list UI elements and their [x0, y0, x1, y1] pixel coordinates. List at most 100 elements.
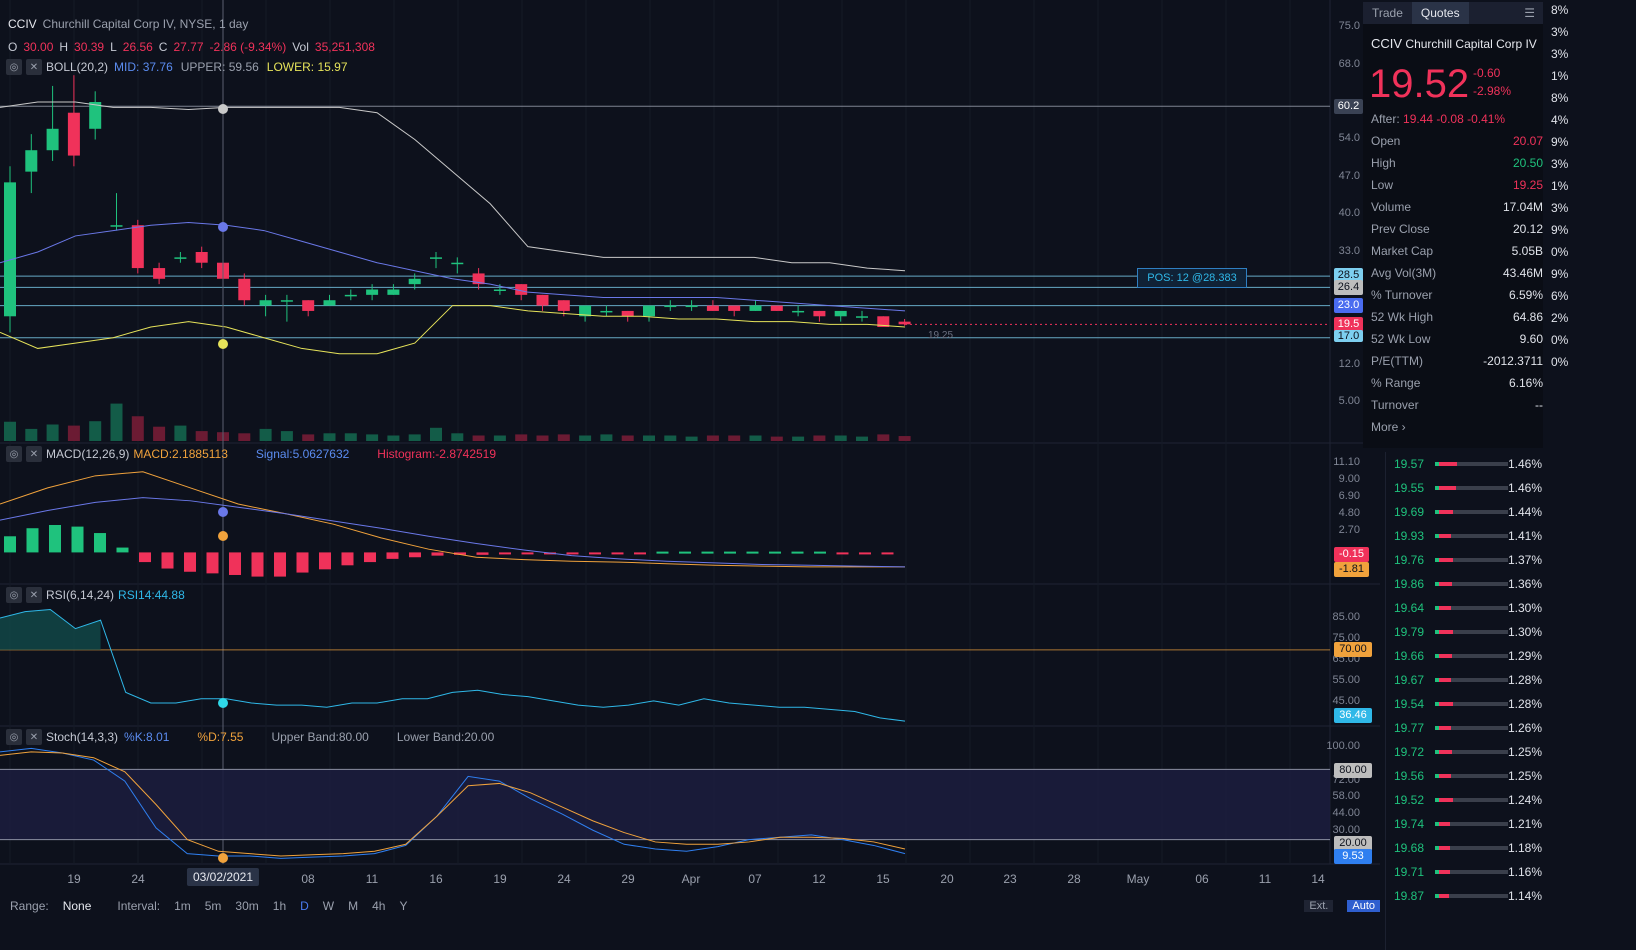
candle-body	[153, 268, 166, 279]
book-bar-fill	[1435, 774, 1452, 778]
volume-bar	[856, 436, 868, 441]
price-tick: 40.0	[1338, 207, 1360, 219]
book-price: 19.93	[1394, 529, 1425, 543]
book-bar-start	[1435, 822, 1440, 826]
price-change: -0.60	[1473, 66, 1501, 80]
settings-icon[interactable]: ◎	[6, 729, 22, 745]
tab-quotes[interactable]: Quotes	[1411, 2, 1469, 24]
book-percent: 1.30%	[1507, 601, 1542, 615]
edge-percent: 3%	[1551, 47, 1569, 61]
interval-1h[interactable]: 1h	[272, 899, 287, 913]
auto-button[interactable]: Auto	[1347, 900, 1380, 912]
quote-value: 6.16%	[1508, 376, 1543, 390]
last-price-tag: 19.5	[1334, 317, 1363, 332]
price-tag: 23.0	[1334, 298, 1363, 313]
book-bar-fill	[1435, 630, 1453, 634]
interval-1m[interactable]: 1m	[174, 899, 191, 913]
close-icon[interactable]: ✕	[26, 59, 42, 75]
macd-hist-tag: -0.15	[1334, 547, 1369, 562]
stoch-80-tag: 80.00	[1334, 763, 1372, 778]
close-icon[interactable]: ✕	[26, 587, 42, 603]
quote-key: 52 Wk Low	[1371, 332, 1431, 346]
low-value: 26.56	[122, 40, 153, 54]
book-price: 19.64	[1394, 601, 1425, 615]
stoch-tick: 30.00	[1332, 824, 1360, 836]
quote-value: 5.05B	[1511, 244, 1543, 258]
book-bar-start	[1435, 774, 1440, 778]
close-icon[interactable]: ✕	[26, 729, 42, 745]
volume-bar	[131, 416, 144, 441]
book-bar	[1435, 582, 1508, 586]
volume-bar	[430, 427, 442, 441]
bottom-toolbar: Range: None Interval: 1m 5m 30m 1h D W M…	[0, 898, 1380, 914]
rsi-70-tag: 70.00	[1334, 642, 1372, 657]
macd-histogram-bar	[49, 524, 61, 553]
book-percent: 1.46%	[1507, 481, 1542, 495]
chart-canvas[interactable]	[0, 0, 1380, 898]
interval-w[interactable]: W	[322, 899, 335, 913]
range-select[interactable]: None	[62, 899, 92, 913]
book-bar-fill	[1435, 750, 1452, 754]
book-bar-start	[1435, 534, 1440, 538]
edge-percent: 3%	[1551, 25, 1569, 39]
symbol-label: CCIV	[8, 17, 37, 31]
ext-button[interactable]: Ext.	[1304, 900, 1334, 912]
candle-body	[770, 305, 783, 311]
interval-4h[interactable]: 4h	[372, 899, 386, 913]
book-percent: 1.30%	[1507, 625, 1542, 639]
macd-histogram-bar	[296, 552, 309, 573]
macd-histogram-bar	[724, 551, 736, 554]
macd-histogram-bar	[746, 551, 759, 554]
settings-icon[interactable]: ◎	[6, 59, 22, 75]
more-link[interactable]: More ›	[1371, 420, 1406, 434]
interval-30m[interactable]: 30m	[235, 899, 259, 913]
tab-trade[interactable]: Trade	[1372, 6, 1403, 20]
stoch-band-fill	[0, 769, 1330, 840]
book-percent: 1.25%	[1507, 769, 1542, 783]
settings-icon[interactable]: ◎	[6, 446, 22, 462]
macd-histogram: Histogram:-2.8742519	[377, 447, 497, 461]
price-tag: 28.5	[1334, 268, 1363, 283]
volume-bar	[813, 435, 826, 441]
list-icon[interactable]: ☰	[1524, 6, 1535, 20]
edge-percent: 3%	[1551, 157, 1569, 171]
macd-tick: 4.80	[1338, 507, 1360, 519]
book-bar	[1435, 870, 1508, 874]
close-icon[interactable]: ✕	[26, 446, 42, 462]
candle-body	[749, 305, 762, 311]
edge-percent: 4%	[1551, 113, 1569, 127]
macd-histogram-bar	[206, 552, 219, 574]
book-bar	[1435, 510, 1508, 514]
price-tag: 17.0	[1334, 330, 1363, 342]
macd-signal: Signal:5.0627632	[255, 447, 350, 461]
interval-d[interactable]: D	[300, 899, 309, 913]
macd-histogram-bar	[634, 552, 646, 555]
interval-5m[interactable]: 5m	[204, 899, 222, 913]
crosshair-dot	[218, 698, 228, 708]
macd-value: MACD:2.1885113	[133, 447, 228, 461]
macd-histogram-bar	[836, 552, 849, 555]
macd-histogram-bar	[611, 552, 624, 555]
candle-body	[706, 305, 719, 311]
macd-histogram-bar	[589, 552, 601, 555]
volume-bar	[153, 426, 166, 441]
macd-tick: 11.10	[1333, 456, 1360, 468]
settings-icon[interactable]: ◎	[6, 587, 22, 603]
interval-y[interactable]: Y	[399, 899, 408, 913]
candle-body	[280, 300, 293, 302]
macd-legend: ◎ ✕ MACD(12,26,9) MACD:2.1885113 Signal:5…	[6, 446, 496, 462]
macd-histogram-bar	[26, 528, 39, 553]
position-label[interactable]: POS: 12 @28.383	[1137, 268, 1247, 288]
book-bar-start	[1435, 702, 1440, 706]
range-label: Range:	[10, 899, 49, 913]
book-price: 19.56	[1394, 769, 1425, 783]
rsi-value: RSI14:44.88	[118, 588, 185, 602]
quote-key: Open	[1371, 134, 1401, 148]
interval-m[interactable]: M	[348, 899, 359, 913]
macd-label: MACD(12,26,9)	[46, 447, 130, 461]
book-bar-fill	[1435, 510, 1454, 514]
crosshair-dot	[218, 853, 228, 863]
book-bar-fill	[1435, 846, 1450, 850]
candle-body	[515, 284, 528, 295]
macd-histogram-bar	[679, 551, 691, 554]
